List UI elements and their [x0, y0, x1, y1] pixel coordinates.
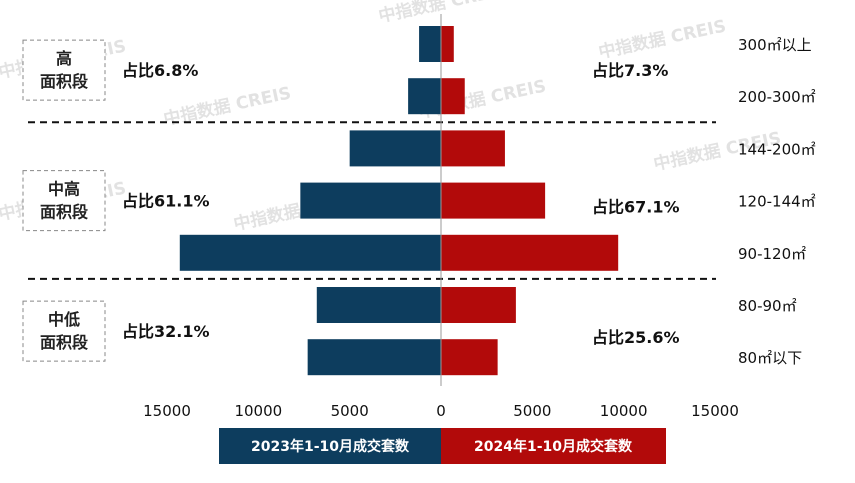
share-2023-1: 占比61.1% [122, 192, 210, 211]
segment-box-0 [22, 39, 106, 101]
category-labels: 300㎡以上 200-300㎡ 144-200㎡ 120-144㎡ 90-120㎡ 80-… [738, 36, 816, 367]
bar-2024-1 [441, 78, 465, 115]
segment-label-2-1: 面积段 [40, 333, 89, 352]
segment-label-0-1: 面积段 [40, 72, 89, 91]
segment-label-1-1: 面积段 [40, 203, 89, 222]
share-2024-2: 占比25.6% [592, 328, 680, 347]
segment-label-2-0: 中低 [48, 310, 80, 329]
legend-label-2023: 2023年1-10月成交套数 [251, 438, 410, 455]
x-axis-ticks: 15000 10000 5000 0 5000 10000 15000 [143, 402, 739, 420]
bar-2023-6 [307, 339, 441, 376]
bar-2024-0 [441, 26, 454, 62]
category-label-2: 144-200㎡ [738, 140, 816, 158]
bar-2024-6 [441, 339, 498, 376]
x-tick-label-4: 5000 [513, 402, 551, 420]
segment-separators [28, 121, 716, 280]
x-tick-label-2: 5000 [331, 402, 369, 420]
bar-2024-3 [441, 182, 546, 219]
segment-box-2 [22, 300, 106, 362]
category-label-4: 90-120㎡ [738, 245, 806, 263]
x-tick-label-6: 15000 [691, 402, 739, 420]
category-label-1: 200-300㎡ [738, 88, 816, 106]
watermark-text: 中指数据 CREIS [377, 0, 508, 27]
segment-box-1 [22, 170, 106, 232]
share-2023-2: 占比32.1% [122, 322, 210, 341]
share-2024-0: 占比7.3% [592, 61, 668, 80]
legend-swatch-2023 [219, 428, 441, 464]
category-label-5: 80-90㎡ [738, 297, 797, 315]
bar-2023-3 [300, 182, 441, 219]
category-label-0: 300㎡以上 [738, 36, 812, 54]
legend-label-2024: 2024年1-10月成交套数 [474, 438, 633, 455]
bar-2024-5 [441, 287, 516, 323]
x-tick-label-1: 10000 [234, 402, 282, 420]
bar-2023-5 [316, 287, 441, 323]
category-label-3: 120-144㎡ [738, 193, 816, 211]
segment-label-0-0: 高 [56, 49, 72, 68]
x-tick-label-5: 10000 [600, 402, 648, 420]
legend-swatch-2024 [441, 428, 666, 464]
watermark-text: 中指数据 CREIS [597, 15, 728, 63]
bar-2023-0 [419, 26, 441, 62]
segment-label-1-0: 中高 [48, 180, 80, 199]
share-2023-0: 占比6.8% [122, 61, 198, 80]
bar-2023-4 [179, 234, 441, 271]
bar-2024-2 [441, 130, 505, 167]
legend: 2023年1-10月成交套数 2024年1-10月成交套数 [219, 428, 666, 464]
bar-2023-2 [349, 130, 441, 167]
share-2024-1: 占比67.1% [592, 198, 680, 217]
bar-2024-4 [441, 234, 619, 271]
x-tick-label-0: 15000 [143, 402, 191, 420]
bar-2023-1 [408, 78, 441, 115]
x-tick-label-3: 0 [436, 402, 446, 420]
category-label-6: 80㎡以下 [738, 349, 802, 367]
bars [179, 26, 619, 376]
